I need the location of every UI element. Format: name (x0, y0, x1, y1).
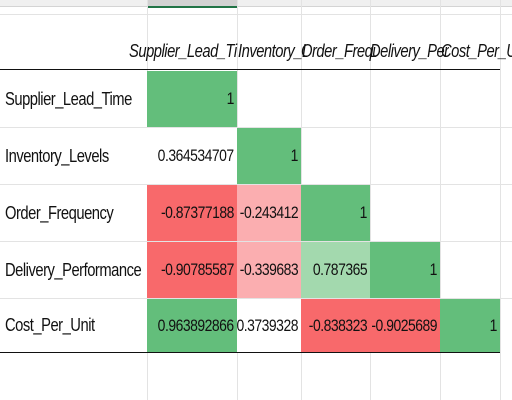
matrix-cell[interactable]: -0.9025689 (370, 299, 440, 352)
column-header-supplier-lead-time[interactable]: Supplier_Lead_Ti (129, 41, 237, 61)
gridline (0, 184, 512, 185)
matrix-cell[interactable]: 1 (301, 185, 370, 241)
row-label-inventory-levels[interactable]: Inventory_Levels (5, 145, 109, 166)
matrix-cell[interactable]: -0.87377188 (147, 185, 237, 241)
column-header-strip (0, 0, 512, 8)
column-header-order-frequency[interactable]: Order_Frequen (301, 41, 376, 61)
matrix-cell[interactable]: -0.339683 (237, 242, 301, 298)
table-bottom-border (0, 352, 500, 353)
column-header-inventory-levels[interactable]: Inventory_Lev (238, 41, 307, 61)
selected-column-header[interactable] (147, 0, 237, 8)
gridline (0, 298, 512, 299)
row-label-order-frequency[interactable]: Order_Frequency (5, 202, 114, 223)
header-border (0, 69, 500, 70)
matrix-cell[interactable]: 1 (147, 71, 237, 127)
gridline (0, 14, 512, 15)
gridline (0, 127, 512, 128)
matrix-cell[interactable]: -0.90785587 (147, 242, 237, 298)
gridline (440, 0, 441, 400)
matrix-cell[interactable]: 1 (237, 128, 301, 184)
gridline (0, 241, 512, 242)
matrix-cell[interactable]: -0.243412 (237, 185, 301, 241)
gridline (370, 0, 371, 400)
column-header-cost-per-unit[interactable]: Cost_Per_Unit (441, 41, 512, 61)
row-label-supplier-lead-time[interactable]: Supplier_Lead_Time (5, 88, 132, 109)
row-label-cost-per-unit[interactable]: Cost_Per_Unit (5, 315, 95, 335)
matrix-cell[interactable]: 0.963892866 (147, 299, 237, 352)
matrix-cell[interactable]: 0.787365 (301, 242, 370, 298)
matrix-cell[interactable]: 0.3739328 (237, 299, 301, 352)
gridline (500, 0, 501, 400)
matrix-cell[interactable]: 1 (370, 242, 440, 298)
matrix-cell[interactable]: -0.838323 (301, 299, 370, 352)
matrix-cell[interactable]: 0.364534707 (147, 128, 237, 184)
matrix-cell[interactable]: 1 (440, 299, 500, 352)
column-header-delivery-performance[interactable]: Delivery_Perform (370, 41, 449, 61)
row-label-delivery-performance[interactable]: Delivery_Performance (5, 259, 142, 280)
